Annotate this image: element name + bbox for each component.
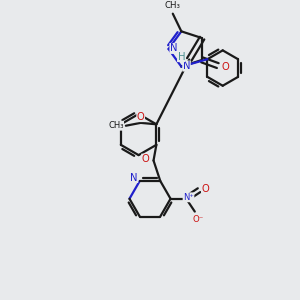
Text: N⁺: N⁺ [183,193,194,202]
Text: O: O [202,184,209,194]
Text: H: H [178,52,185,61]
Text: N: N [130,172,138,182]
Text: O: O [222,62,230,72]
Text: CH₃: CH₃ [108,121,124,130]
Text: N: N [183,61,190,71]
Text: CH₃: CH₃ [165,1,181,10]
Text: N: N [170,44,177,53]
Text: O⁻: O⁻ [192,215,203,224]
Text: O: O [137,112,145,122]
Text: O: O [142,154,149,164]
